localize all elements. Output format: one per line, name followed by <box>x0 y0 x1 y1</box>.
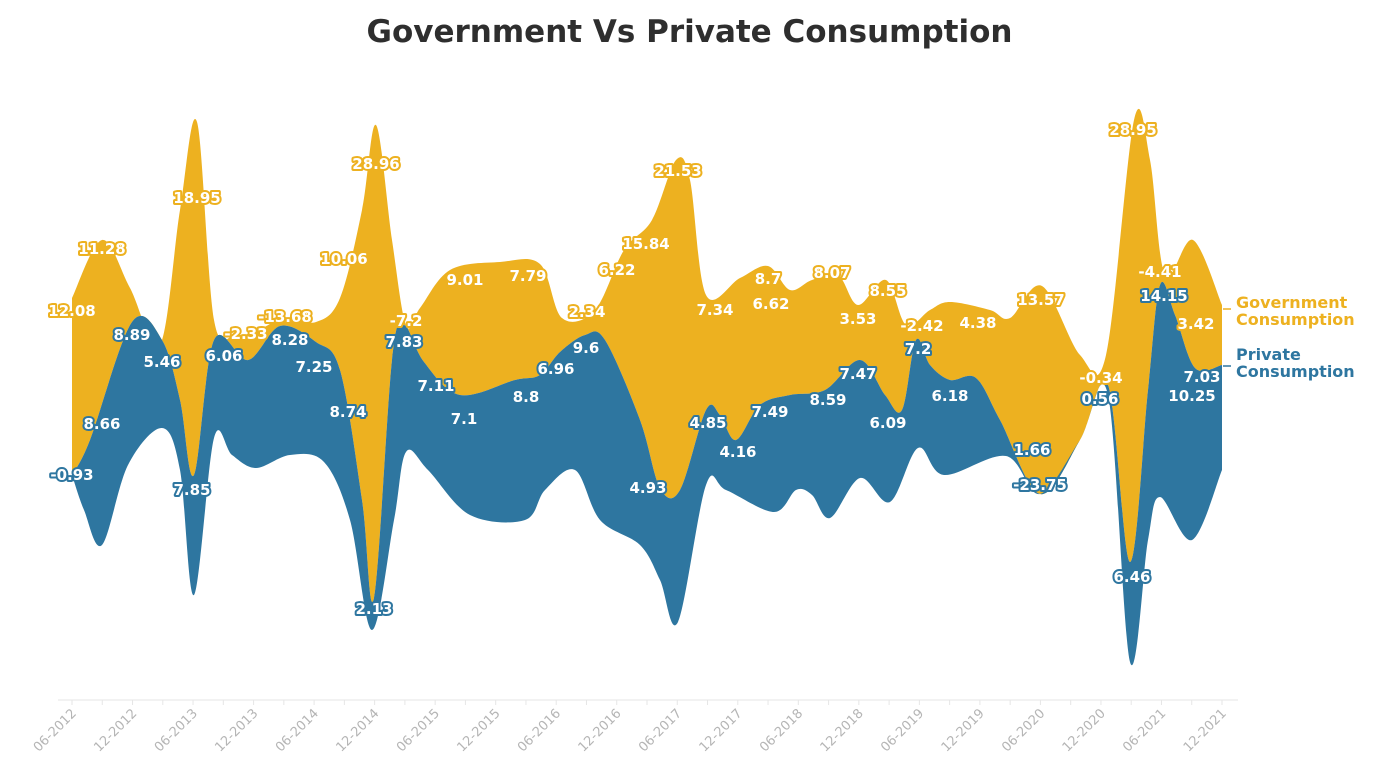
private-data-label: 8.74 <box>329 403 366 421</box>
x-tick-label: 06-2016 <box>515 706 564 755</box>
x-tick-label: 12-2015 <box>454 706 503 755</box>
legend: Government Consumption Private Consumption <box>1223 293 1355 381</box>
x-tick-label: 12-2012 <box>91 706 140 755</box>
private-data-label: 2.13 <box>355 600 392 618</box>
private-data-label: 6.46 <box>1113 568 1150 586</box>
government-data-label: 9.01 <box>446 271 483 289</box>
private-data-label: 8.28 <box>271 331 308 349</box>
private-data-label: 14.15 <box>1140 287 1187 305</box>
government-data-label: 8.7 <box>755 270 782 288</box>
government-data-label: -0.34 <box>1079 369 1122 387</box>
government-data-label: -7.2 <box>390 312 423 330</box>
private-data-label: 4.93 <box>629 479 666 497</box>
government-data-label: 8.07 <box>813 264 850 282</box>
x-tick-label: 12-2021 <box>1181 706 1230 755</box>
x-tick-label: 06-2018 <box>757 706 806 755</box>
government-data-label: 28.96 <box>352 155 399 173</box>
private-data-label: 7.1 <box>451 410 478 428</box>
government-data-label: 3.53 <box>839 310 876 328</box>
data-labels: 12.08 11.28 18.95 -2.33-13.68 10.06 28.96 -7.2… <box>46 119 1222 620</box>
government-data-label: 21.53 <box>654 162 701 180</box>
private-data-label: 7.11 <box>417 377 454 395</box>
chart-title: Government Vs Private Consumption <box>366 14 1013 50</box>
private-data-label: -0.93 <box>50 466 93 484</box>
x-tick-label: 06-2021 <box>1120 706 1169 755</box>
private-data-label: 1.66 <box>1013 441 1050 459</box>
private-data-label: 4.85 <box>689 414 726 432</box>
x-tick-label: 12-2016 <box>576 706 625 755</box>
x-tick-label: 06-2012 <box>31 706 80 755</box>
private-data-label: 7.03 <box>1183 368 1220 386</box>
private-data-label: 6.06 <box>205 347 242 365</box>
private-data-label: 6.96 <box>537 360 574 378</box>
x-tick-label: 06-2014 <box>273 706 322 755</box>
government-data-label: -2.33 <box>224 325 267 343</box>
x-tick-label: 12-2019 <box>939 706 988 755</box>
x-tick-label: 06-2017 <box>636 706 685 755</box>
x-tick-label: 06-2020 <box>999 706 1048 755</box>
private-data-label: 8.8 <box>513 388 540 406</box>
legend-government-consumption: Government Consumption <box>1236 293 1355 329</box>
private-data-label: 7.47 <box>839 365 876 383</box>
x-tick-label: 12-2014 <box>333 706 382 755</box>
private-consumption-area <box>72 281 1222 666</box>
government-data-label: 7.34 <box>696 301 733 319</box>
government-data-label: 6.22 <box>598 261 635 279</box>
government-data-label: 13.57 <box>1017 291 1064 309</box>
government-data-label: 7.79 <box>509 267 546 285</box>
government-data-label: 3.42 <box>1177 315 1214 333</box>
x-tick-label: 06-2013 <box>152 706 201 755</box>
private-data-label: 5.46 <box>143 353 180 371</box>
government-data-label: 2.34 <box>568 303 605 321</box>
private-data-label: 8.59 <box>809 391 846 409</box>
government-data-label: 28.95 <box>1109 121 1156 139</box>
private-data-label: 7.2 <box>905 340 932 358</box>
government-data-label: 6.62 <box>752 295 789 313</box>
government-data-label: 10.06 <box>320 250 367 268</box>
x-tick-label: 06-2015 <box>394 706 443 755</box>
private-data-label: -23.75 <box>1013 476 1067 494</box>
private-data-label: 4.16 <box>719 443 756 461</box>
x-tick-label: 12-2017 <box>697 706 746 755</box>
government-data-label: 15.84 <box>622 235 669 253</box>
private-data-label: 9.6 <box>573 339 600 357</box>
private-data-label: 7.25 <box>295 358 332 376</box>
government-data-label: -13.68 <box>258 308 312 326</box>
private-data-label: 6.09 <box>869 414 906 432</box>
private-data-label: 8.66 <box>83 415 120 433</box>
government-data-label: 8.55 <box>869 282 906 300</box>
government-data-label: 11.28 <box>78 240 125 258</box>
government-data-label: 18.95 <box>173 189 220 207</box>
private-data-label: 7.49 <box>751 403 788 421</box>
government-data-label: -2.42 <box>900 317 943 335</box>
government-data-label: 12.08 <box>48 302 95 320</box>
private-data-label: 7.85 <box>173 481 210 499</box>
private-data-label: 0.56 <box>1081 390 1118 408</box>
x-axis-ticks: 06-2012 12-2012 06-2013 12-2013 06-2014 12-20… <box>31 700 1230 755</box>
x-tick-label: 06-2019 <box>878 706 927 755</box>
private-data-label: 8.89 <box>113 326 150 344</box>
government-data-label: -4.41 <box>1138 263 1181 281</box>
x-tick-label: 12-2018 <box>818 706 867 755</box>
x-tick-label: 12-2020 <box>1060 706 1109 755</box>
private-data-label: 7.83 <box>385 333 422 351</box>
government-consumption-area <box>72 108 1222 603</box>
legend-private-consumption: Private Consumption <box>1236 345 1355 381</box>
government-data-label: 4.38 <box>959 314 996 332</box>
private-data-label: 10.25 <box>1168 387 1215 405</box>
private-data-label: 6.18 <box>931 387 968 405</box>
x-tick-label: 12-2013 <box>212 706 261 755</box>
